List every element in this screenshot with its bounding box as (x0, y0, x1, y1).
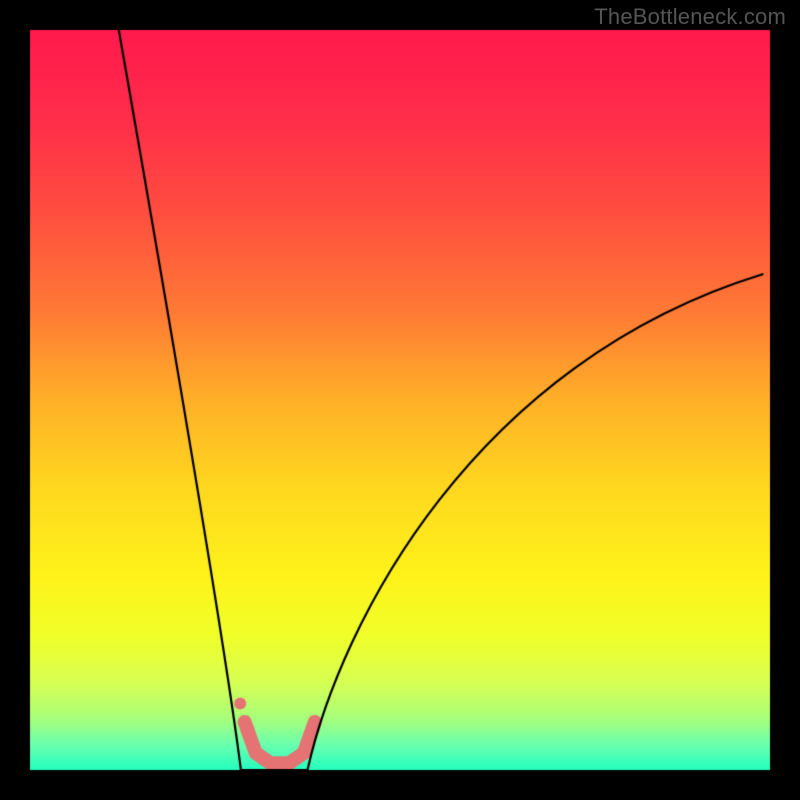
bottleneck-chart-canvas (0, 0, 800, 800)
watermark-text: TheBottleneck.com (594, 4, 786, 30)
chart-stage: TheBottleneck.com (0, 0, 800, 800)
